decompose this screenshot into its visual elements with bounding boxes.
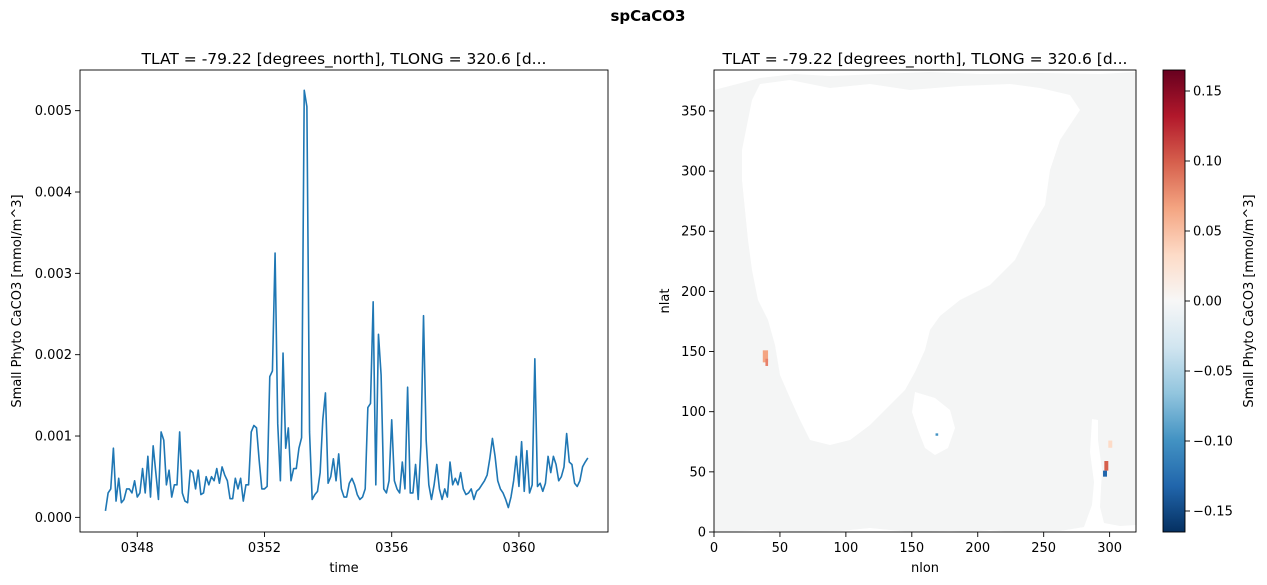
map-y-tick-label: 250	[681, 225, 706, 240]
colorbar-tick-label: 0.10	[1193, 155, 1222, 170]
line-panel-title: TLAT = -79.22 [degrees_north], TLONG = 3…	[141, 50, 547, 69]
map-highlight-cell	[1104, 461, 1109, 471]
line-y-ticks: 0.000 0.001 0.002 0.003 0.004 0.005	[35, 104, 80, 526]
colorbar-ticks: 0.15 0.10 0.05 0.00 −0.05 −0.10 −0.15	[1185, 85, 1233, 520]
map-y-tick-label: 50	[689, 465, 706, 480]
map-highlight-cell	[1108, 440, 1113, 448]
map-y-tick-label: 0	[698, 526, 706, 541]
line-y-tick-label: 0.005	[35, 104, 72, 119]
map-x-tick-label: 250	[1031, 541, 1056, 556]
map-highlight-cell	[1103, 470, 1107, 477]
map-y-ticks: 0 50 100 150 200 250 300 350	[681, 104, 714, 541]
map-y-tick-label: 200	[681, 285, 706, 300]
map-highlight-cell	[765, 358, 769, 366]
line-x-axis-title: time	[329, 561, 358, 576]
line-panel: TLAT = -79.22 [degrees_north], TLONG = 3…	[10, 50, 609, 576]
map-highlight-cells	[762, 350, 1113, 477]
colorbar-tick-label: −0.05	[1193, 365, 1233, 380]
line-x-tick-label: 0352	[248, 541, 281, 556]
map-y-axis-title: nlat	[658, 289, 673, 314]
map-x-ticks: 0 50 100 150 200 250 300	[710, 532, 1122, 556]
figure-suptitle: spCaCO3	[611, 7, 686, 25]
map-x-tick-label: 0	[710, 541, 718, 556]
series-line	[104, 89, 589, 511]
map-x-tick-label: 150	[899, 541, 924, 556]
line-x-tick-label: 0356	[375, 541, 408, 556]
map-y-tick-label: 100	[681, 405, 706, 420]
line-y-tick-label: 0.002	[35, 348, 72, 363]
map-axes-frame	[713, 69, 1137, 533]
map-plot-area	[714, 70, 1136, 532]
line-axes-frame	[79, 69, 609, 533]
map-y-tick-label: 350	[681, 104, 706, 119]
colorbar: 0.15 0.10 0.05 0.00 −0.05 −0.10 −0.15 Small Ph…	[1162, 69, 1257, 533]
colorbar-gradient	[1163, 70, 1185, 532]
colorbar-tick-label: 0.05	[1193, 225, 1222, 240]
line-y-axis-title: Small Phyto CaCO3 [mmol/m^3]	[10, 194, 25, 407]
line-y-tick-label: 0.003	[35, 267, 72, 282]
map-x-tick-label: 200	[965, 541, 990, 556]
colorbar-label: Small Phyto CaCO3 [mmol/m^3]	[1242, 194, 1257, 407]
map-x-tick-label: 300	[1097, 541, 1122, 556]
line-y-tick-label: 0.001	[35, 430, 72, 445]
map-panel-title: TLAT = -79.22 [degrees_north], TLONG = 3…	[722, 50, 1128, 69]
map-y-tick-label: 300	[681, 165, 706, 180]
ocean-field	[714, 72, 1136, 532]
line-y-tick-label: 0.004	[35, 186, 72, 201]
line-x-tick-label: 0348	[121, 541, 154, 556]
map-x-axis-title: nlon	[911, 561, 939, 576]
map-x-tick-label: 100	[833, 541, 858, 556]
map-panel: TLAT = -79.22 [degrees_north], TLONG = 3…	[658, 50, 1137, 576]
line-x-ticks: 0348 0352 0356 0360	[121, 532, 535, 556]
map-highlight-cell	[762, 350, 769, 363]
colorbar-tick-label: −0.10	[1193, 435, 1233, 450]
map-highlight-cell	[935, 433, 939, 436]
colorbar-tick-label: 0.15	[1193, 85, 1222, 100]
colorbar-tick-label: 0.00	[1193, 295, 1222, 310]
line-plot-area	[104, 89, 589, 511]
line-x-tick-label: 0360	[502, 541, 535, 556]
map-y-tick-label: 150	[681, 345, 706, 360]
colorbar-tick-label: −0.15	[1193, 505, 1233, 520]
map-x-tick-label: 50	[772, 541, 789, 556]
line-y-tick-label: 0.000	[35, 511, 72, 526]
